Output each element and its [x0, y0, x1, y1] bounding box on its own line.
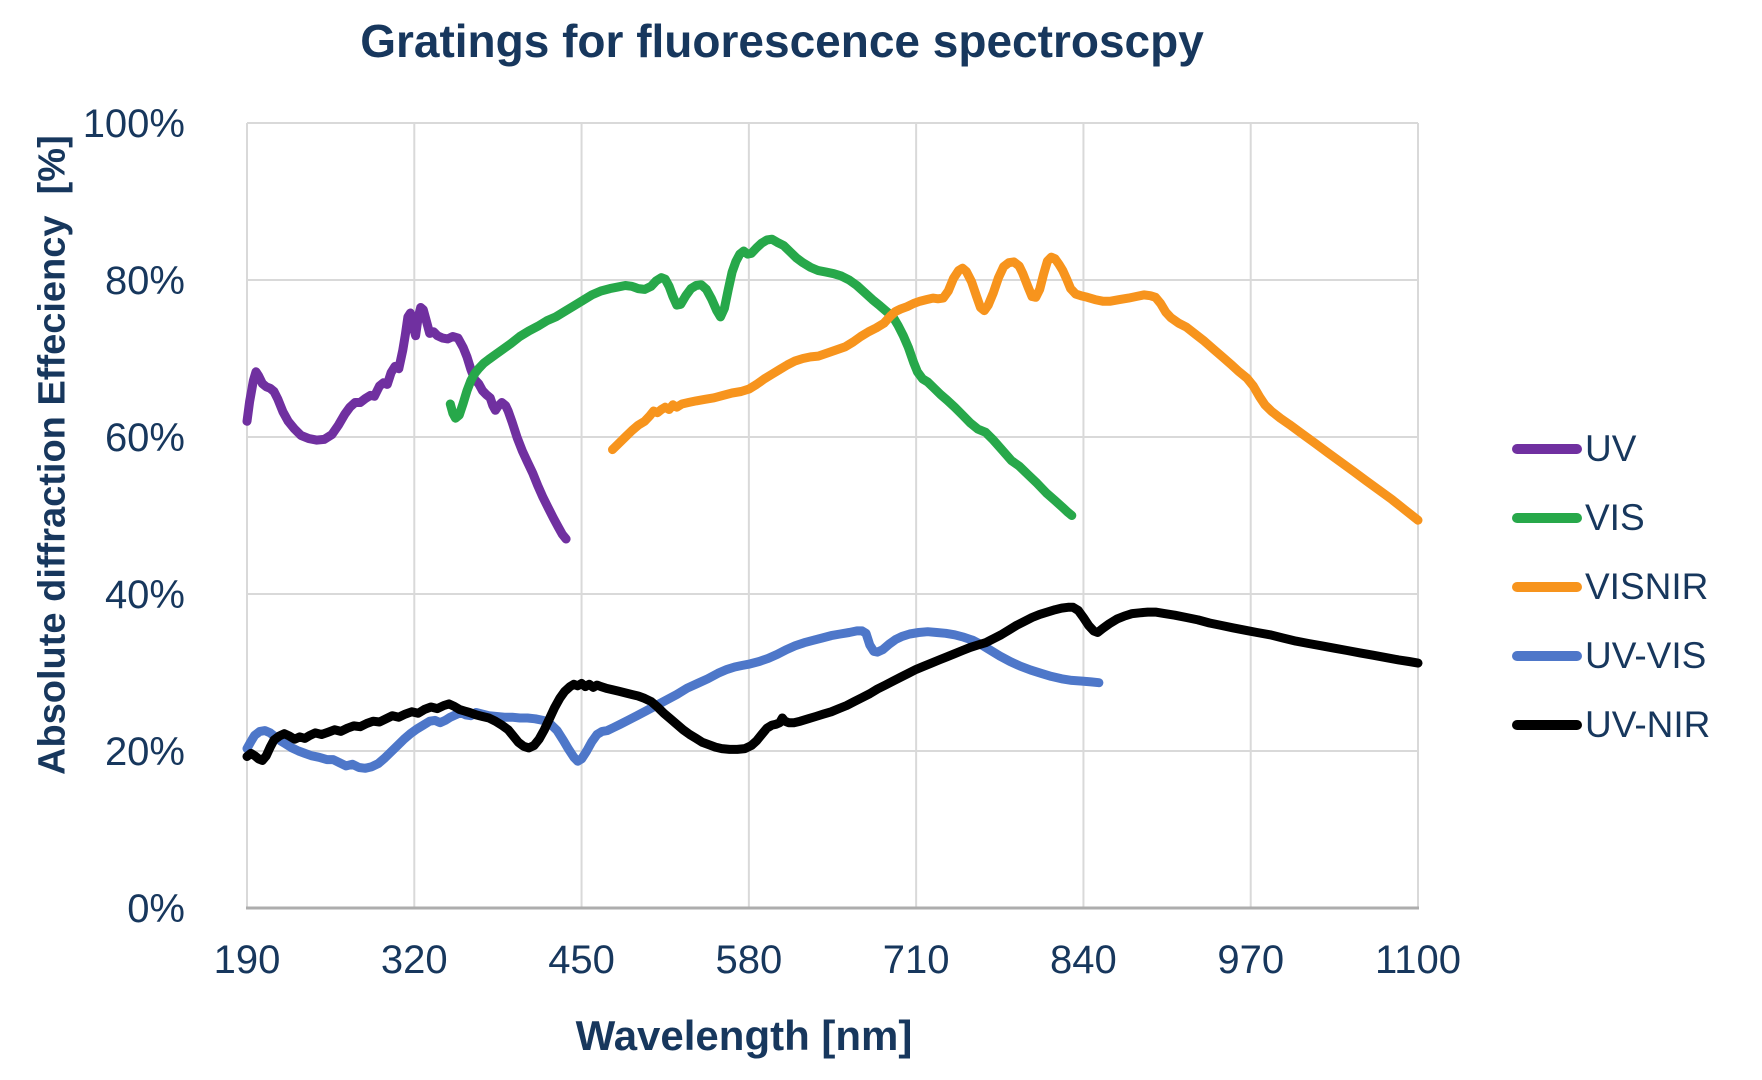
legend-item-vis: VIS: [1512, 483, 1710, 552]
x-tick-label: 190: [214, 938, 281, 982]
x-tick-label: 970: [1217, 938, 1284, 982]
legend-label: UV-VIS: [1585, 634, 1707, 676]
x-tick-label: 1100: [1375, 938, 1461, 982]
series-uv-vis: [242, 626, 1104, 773]
legend: UV VIS VISNIR UV-VIS UV-NIR: [1512, 414, 1710, 759]
y-tick-label: 60%: [105, 416, 185, 460]
x-tick-label: 710: [883, 938, 950, 982]
x-tick-label: 580: [715, 938, 782, 982]
legend-swatch: [1512, 512, 1582, 523]
legend-label: UV-NIR: [1585, 703, 1711, 745]
legend-item-uv: UV: [1512, 414, 1710, 483]
series-vis: [445, 234, 1077, 520]
legend-label: VISNIR: [1585, 565, 1709, 607]
y-tick-label: 40%: [105, 573, 185, 617]
series-uv: [242, 303, 571, 544]
series-uv-nir: [242, 602, 1423, 765]
y-tick-label: 0%: [127, 887, 185, 931]
chart-title: Gratings for fluorescence spectroscpy: [360, 15, 1204, 67]
x-tick-label: 320: [381, 938, 448, 982]
x-tick-label: 840: [1050, 938, 1117, 982]
x-tick-label: 450: [548, 938, 615, 982]
legend-item-visnir: VISNIR: [1512, 552, 1710, 621]
legend-swatch: [1512, 650, 1582, 661]
legend-swatch: [1512, 719, 1582, 730]
y-tick-label: 100%: [83, 102, 185, 146]
legend-item-uv-nir: UV-NIR: [1512, 690, 1710, 759]
legend-item-uv-vis: UV-VIS: [1512, 621, 1710, 690]
x-axis-title: Wavelength [nm]: [575, 1012, 913, 1059]
legend-label: VIS: [1585, 496, 1645, 538]
y-tick-label: 20%: [105, 730, 185, 774]
legend-swatch: [1512, 443, 1582, 454]
series-visnir: [608, 252, 1423, 525]
legend-swatch: [1512, 581, 1582, 592]
y-tick-label: 80%: [105, 259, 185, 303]
legend-label: UV: [1585, 427, 1637, 469]
